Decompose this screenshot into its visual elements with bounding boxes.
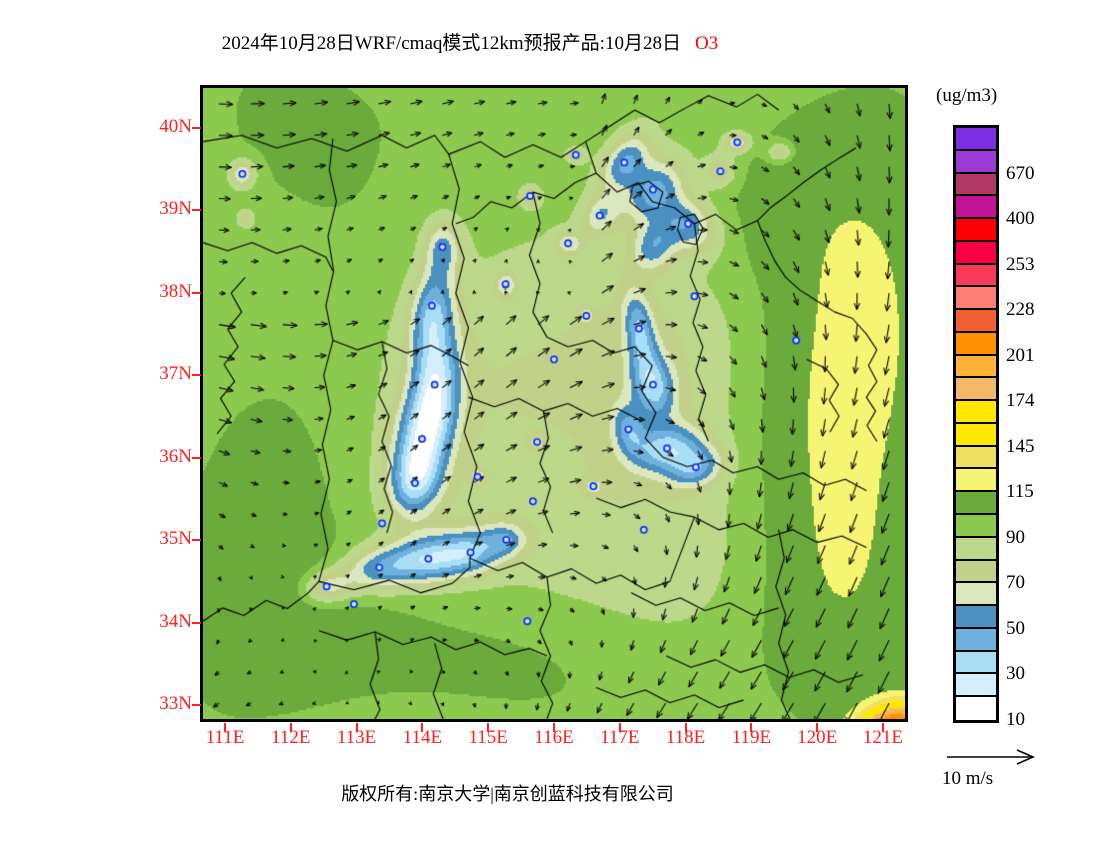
lon-tick-mark <box>224 723 226 732</box>
colorbar-tick-label-253: 253 <box>1006 253 1035 275</box>
colorbar-band[interactable] <box>956 287 996 311</box>
lat-tick-label-34N: 34N <box>159 610 192 632</box>
colorbar-tick-label-50: 50 <box>1006 617 1025 639</box>
lat-tick-mark <box>192 456 201 459</box>
colorbar-band[interactable] <box>956 515 996 538</box>
colorbar-band[interactable] <box>956 446 996 470</box>
colorbar-band[interactable] <box>956 606 996 629</box>
colorbar-band[interactable] <box>956 674 996 698</box>
colorbar-band[interactable] <box>956 537 996 561</box>
lon-tick-label-115E: 115E <box>468 727 508 748</box>
colorbar-band[interactable] <box>956 150 996 174</box>
colorbar-band[interactable] <box>956 173 996 197</box>
lat-tick-mark <box>192 374 201 377</box>
lat-tick-label-33N: 33N <box>159 693 192 715</box>
colorbar-band[interactable] <box>956 196 996 220</box>
lat-tick-mark <box>192 621 201 624</box>
lon-tick-label-113E: 113E <box>336 727 377 748</box>
lat-tick-label-39N: 39N <box>159 198 192 220</box>
lat-tick-mark <box>192 539 201 542</box>
lat-tick-mark <box>192 704 201 707</box>
colorbar-tick-label-10: 10 <box>1006 709 1025 730</box>
forecast-map[interactable] <box>200 85 908 722</box>
lon-tick-label-116E: 116E <box>534 727 574 748</box>
lon-tick-mark <box>816 723 819 732</box>
colorbar-band[interactable] <box>956 241 996 265</box>
lat-tick-mark <box>192 291 201 294</box>
wind-scale-legend: 10 m/s <box>940 748 1090 800</box>
lat-tick-mark <box>192 209 201 212</box>
colorbar-tick-label-174: 174 <box>1006 390 1035 412</box>
lon-tick-mark <box>618 723 621 732</box>
lat-tick-label-35N: 35N <box>159 528 192 550</box>
lon-tick-label-117E: 117E <box>600 727 640 748</box>
colorbar-tick-label-400: 400 <box>1006 208 1035 230</box>
colorbar-band[interactable] <box>956 560 996 584</box>
lon-tick-label-114E: 114E <box>402 727 443 748</box>
colorbar-band[interactable] <box>956 355 996 379</box>
colorbar[interactable] <box>953 125 999 723</box>
lon-tick-mark <box>750 723 753 732</box>
colorbar-tick-label-70: 70 <box>1006 572 1025 594</box>
lon-tick-mark <box>355 723 358 732</box>
colorbar-band[interactable] <box>956 628 996 652</box>
lat-tick-label-38N: 38N <box>159 280 192 302</box>
colorbar-tick-label-30: 30 <box>1006 663 1025 685</box>
wind-arrow-icon <box>945 748 1041 771</box>
colorbar-band[interactable] <box>956 492 996 516</box>
colorbar-tick-label-201: 201 <box>1006 344 1035 366</box>
colorbar-tick-label-228: 228 <box>1006 299 1035 321</box>
lon-tick-mark <box>487 723 490 732</box>
colorbar-band[interactable] <box>956 378 996 402</box>
colorbar-band[interactable] <box>956 332 996 356</box>
colorbar-units: (ug/m3) <box>936 85 998 106</box>
species-label: O3 <box>694 33 719 54</box>
copyright-notice: 版权所有:南京大学|南京创蓝科技有限公司 <box>341 784 674 804</box>
colorbar-tick-label-145: 145 <box>1006 435 1035 457</box>
colorbar-band[interactable] <box>956 219 996 242</box>
colorbar-band[interactable] <box>956 264 996 288</box>
colorbar-band[interactable] <box>956 697 996 720</box>
lon-tick-label-121E: 121E <box>862 727 904 748</box>
colorbar-band[interactable] <box>956 651 996 675</box>
lon-tick-mark <box>881 723 884 732</box>
colorbar-band[interactable] <box>956 423 996 447</box>
lat-tick-label-37N: 37N <box>159 363 192 385</box>
colorbar-band[interactable] <box>956 469 996 493</box>
colorbar-band[interactable] <box>956 310 996 333</box>
lat-tick-label-40N: 40N <box>159 115 192 137</box>
colorbar-band[interactable] <box>956 128 996 151</box>
lon-tick-label-119E: 119E <box>731 727 772 748</box>
lon-tick-label-112E: 112E <box>271 727 311 748</box>
lat-tick-mark <box>192 126 201 129</box>
lon-tick-label-120E: 120E <box>797 727 838 748</box>
lon-tick-mark <box>289 723 292 732</box>
page-title: 2024年10月28日WRF/cmaq模式12km预报产品:10月28日 O3 <box>0 28 940 55</box>
lon-tick-mark <box>421 723 424 732</box>
lon-tick-label-111E: 111E <box>205 727 245 748</box>
title-text: 2024年10月28日WRF/cmaq模式12km预报产品:10月28日 <box>221 33 681 54</box>
colorbar-tick-label-670: 670 <box>1006 162 1035 184</box>
lat-tick-label-36N: 36N <box>159 445 192 467</box>
lon-tick-mark <box>553 723 555 732</box>
wind-scale-label: 10 m/s <box>942 768 994 789</box>
colorbar-tick-label-90: 90 <box>1006 526 1025 548</box>
map-field-canvas <box>203 88 905 719</box>
colorbar-band[interactable] <box>956 583 996 607</box>
lon-tick-mark <box>684 723 687 732</box>
colorbar-band[interactable] <box>956 401 996 424</box>
colorbar-tick-label-115: 115 <box>1006 481 1034 503</box>
lon-tick-label-118E: 118E <box>665 727 706 748</box>
